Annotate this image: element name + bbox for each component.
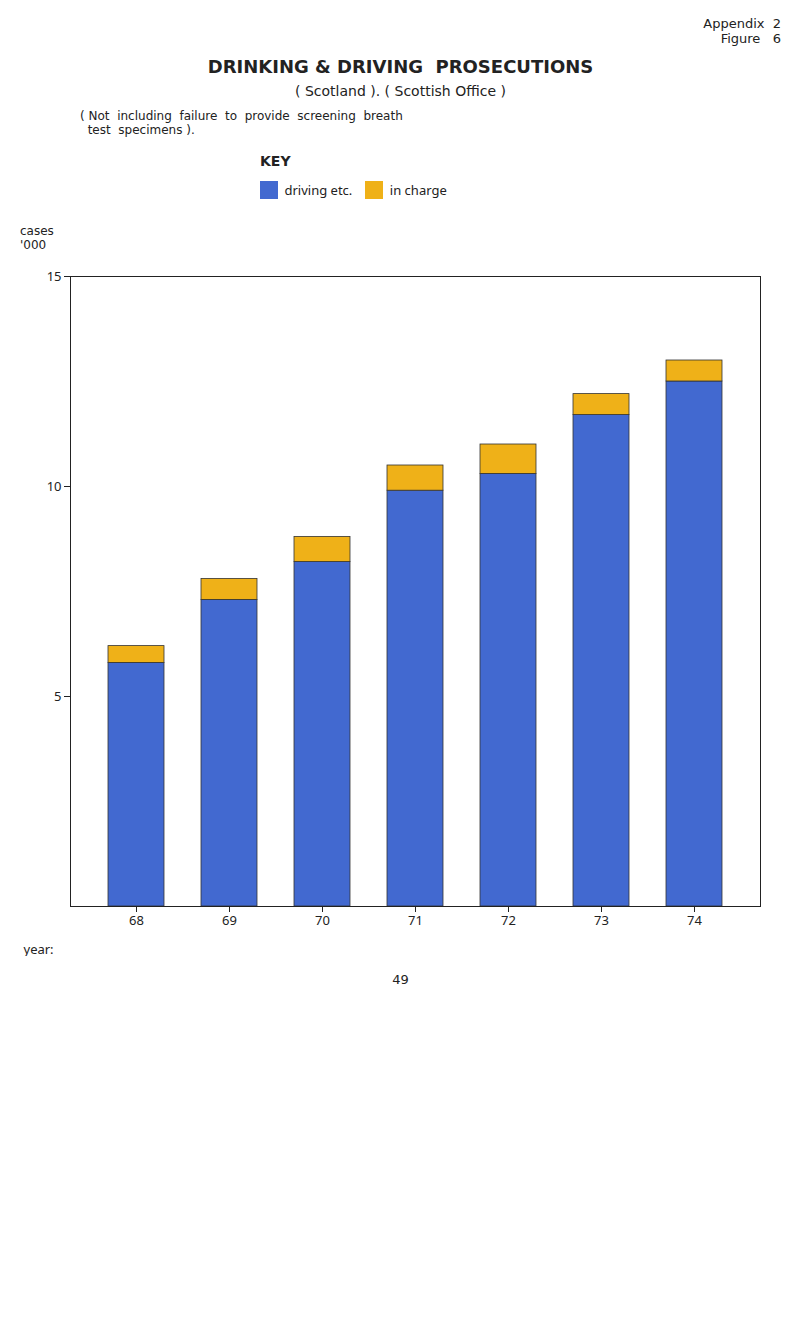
svg-text:5: 5 xyxy=(54,687,61,705)
svg-text:10: 10 xyxy=(47,477,62,495)
html-text:( Scotland ). ( Scottish Offic: ( Scotland ). ( Scottish Office ) xyxy=(295,83,506,99)
svg-text:71: 71 xyxy=(408,911,423,929)
svg-text:68: 68 xyxy=(129,911,144,929)
svg-text:70: 70 xyxy=(315,911,330,929)
svg-text:69: 69 xyxy=(222,911,237,929)
html-text:DRINKING & DRIVING PROSECUTION: DRINKING & DRIVING PROSECUTIONS xyxy=(207,56,594,77)
svg-text:72: 72 xyxy=(501,911,516,929)
html-text:49: 49 xyxy=(392,972,409,987)
html-text:cases '000: cases '000 xyxy=(20,224,54,252)
svg-text:74: 74 xyxy=(687,911,702,929)
svg-text:15: 15 xyxy=(47,267,62,285)
html-text:Figure 6: Figure 6 xyxy=(720,31,781,46)
html-text:in charge: in charge xyxy=(389,180,447,199)
html-text:KEY: KEY xyxy=(260,153,291,169)
html-text:Appendix 2: Appendix 2 xyxy=(703,16,781,31)
html-text:( Not including failure to pro: ( Not including failure to provide scree… xyxy=(80,109,403,137)
svg-text:year:: year: xyxy=(24,940,54,957)
html-text:driving etc.: driving etc. xyxy=(284,180,353,199)
svg-text:73: 73 xyxy=(594,911,609,929)
